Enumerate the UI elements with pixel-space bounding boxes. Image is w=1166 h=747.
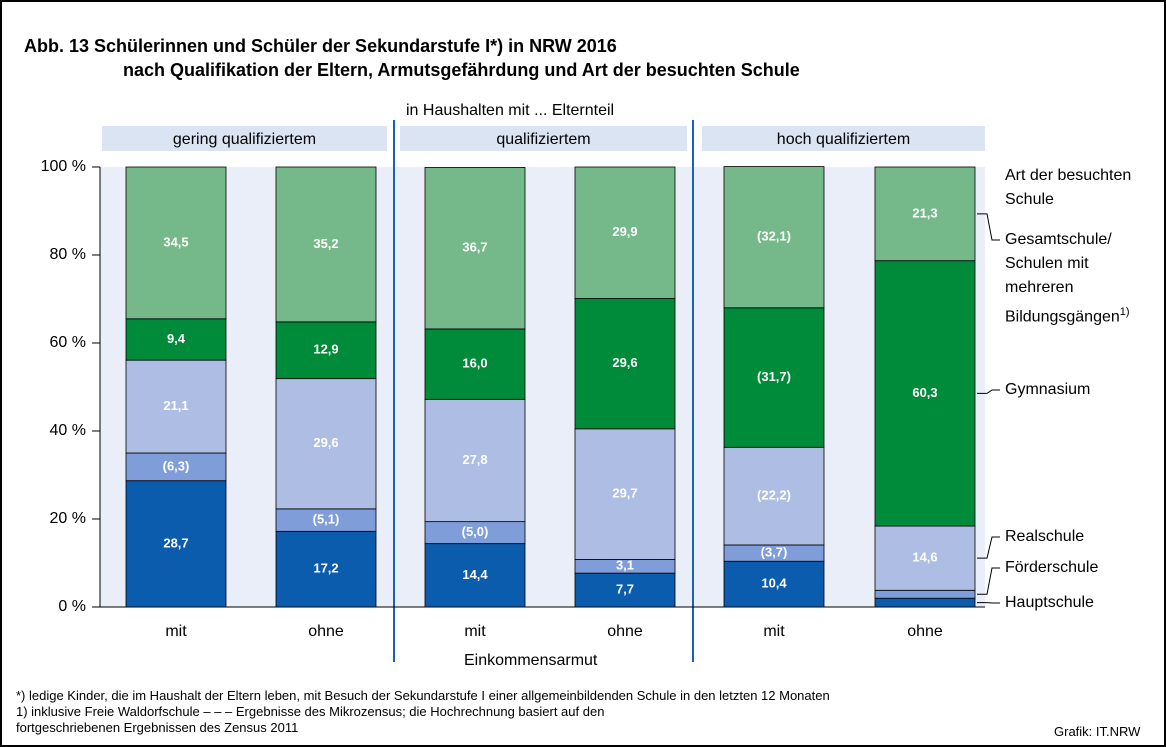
bar-segment: [125, 480, 227, 608]
bar-segment: [574, 428, 676, 560]
bar-segment: [424, 543, 526, 608]
value-label: (32,1): [757, 229, 791, 244]
footnote: 1) inklusive Freie Waldorfschule – – – E…: [16, 704, 605, 719]
value-label: 34,5: [163, 234, 188, 249]
group-header-box: [400, 126, 687, 151]
value-label: 12,9: [313, 342, 338, 357]
group-header-box: [102, 126, 387, 151]
bar-segment: [574, 572, 676, 608]
bar-segment: [723, 560, 825, 608]
legend-entry: Gymnasium: [1005, 381, 1091, 398]
legend-leader: [977, 213, 1000, 241]
bar-segment: [275, 166, 377, 323]
x-tick-label: ohne: [607, 623, 643, 640]
footnote: fortgeschriebenen Ergebnissen des Zensus…: [16, 720, 299, 735]
legend-entry: Förderschule: [1005, 559, 1099, 576]
bar-segment: [275, 378, 377, 510]
bar-segment: [275, 321, 377, 380]
legend-leader: [977, 567, 1000, 595]
x-tick-label: ohne: [308, 623, 344, 640]
bar-segment: [874, 597, 976, 608]
bar-segment: [275, 530, 377, 608]
value-label: 14,4: [462, 567, 488, 582]
y-tick-label: 60 %: [50, 334, 86, 351]
x-tick-label: ohne: [907, 623, 943, 640]
value-label: 35,2: [313, 236, 338, 251]
bar-segment: [574, 298, 676, 430]
plot-background: [100, 167, 985, 607]
chart-subtitle: nach Qualifikation der Eltern, Armutsgef…: [123, 60, 800, 80]
y-tick-label: 20 %: [50, 510, 86, 527]
value-label: 29,6: [612, 355, 637, 370]
footnote-marker: 1): [1119, 306, 1130, 318]
value-label: 21,1: [163, 398, 188, 413]
bar-segment: [723, 307, 825, 448]
value-label: 36,7: [462, 240, 487, 255]
bar-segment: [424, 398, 526, 523]
bar-segment: [874, 525, 976, 591]
legend-title: Art der besuchten Schule: [1005, 167, 1132, 208]
value-label: 29,9: [612, 224, 637, 239]
bar-segment: [874, 166, 976, 262]
value-label: 3,1: [616, 558, 634, 573]
value-label: 17,2: [313, 561, 338, 576]
y-tick-label: 80 %: [50, 246, 86, 263]
value-label: 10,4: [761, 576, 787, 591]
bar-segment: [424, 167, 526, 330]
value-label: (6,3): [163, 458, 190, 473]
footnote: *) ledige Kinder, die im Haushalt der El…: [16, 688, 830, 703]
bar-segment: [723, 166, 825, 309]
value-label: 9,4: [167, 331, 186, 346]
value-label: 16,0: [462, 356, 487, 371]
x-tick-label: mit: [763, 623, 785, 640]
group-header-box: [702, 126, 985, 151]
x-axis-label: Einkommensarmut: [464, 652, 598, 669]
value-label: 60,3: [912, 385, 937, 400]
value-label: (31,7): [757, 369, 791, 384]
value-label: (3,7): [761, 545, 788, 560]
group-super-label: in Haushalten mit ... Elternteil: [406, 102, 615, 119]
legend-entry: Realschule: [1005, 528, 1085, 545]
value-label: 14,6: [912, 550, 937, 565]
bar-segment: [125, 318, 227, 361]
value-label: 28,7: [163, 535, 188, 550]
chart-title: Abb. 13 Schülerinnen und Schüler der Sek…: [24, 36, 617, 56]
y-tick-label: 40 %: [50, 422, 86, 439]
legend-entry: Hauptschule: [1005, 594, 1094, 611]
x-tick-label: mit: [464, 623, 486, 640]
legend-leader: [977, 389, 1000, 394]
value-label: 7,7: [616, 581, 634, 596]
legend-entry: Gesamtschule/ Schulen mit mehreren Bildu…: [1005, 231, 1130, 326]
bar-segment: [125, 166, 227, 320]
value-label: 29,6: [313, 435, 338, 450]
value-label: 21,3: [912, 205, 937, 220]
bar-segment: [874, 589, 976, 599]
y-tick-label: 0 %: [58, 598, 86, 615]
y-tick-label: 100 %: [41, 158, 86, 175]
value-label: (5,0): [462, 524, 489, 539]
bar-segment: [125, 359, 227, 454]
x-tick-label: mit: [165, 623, 187, 640]
source: Grafik: IT.NRW: [1054, 724, 1141, 739]
group-header: gering qualifiziertem: [173, 131, 316, 148]
bar-segment: [874, 260, 976, 527]
value-label: 27,8: [462, 452, 487, 467]
group-header: qualifiziertem: [496, 131, 590, 148]
group-header: hoch qualifiziertem: [777, 131, 910, 148]
value-label: (5,1): [313, 512, 340, 527]
bar-segment: [574, 166, 676, 299]
value-label: (22,2): [757, 488, 791, 503]
legend-leader: [977, 536, 1000, 559]
value-label: 29,7: [612, 486, 637, 501]
